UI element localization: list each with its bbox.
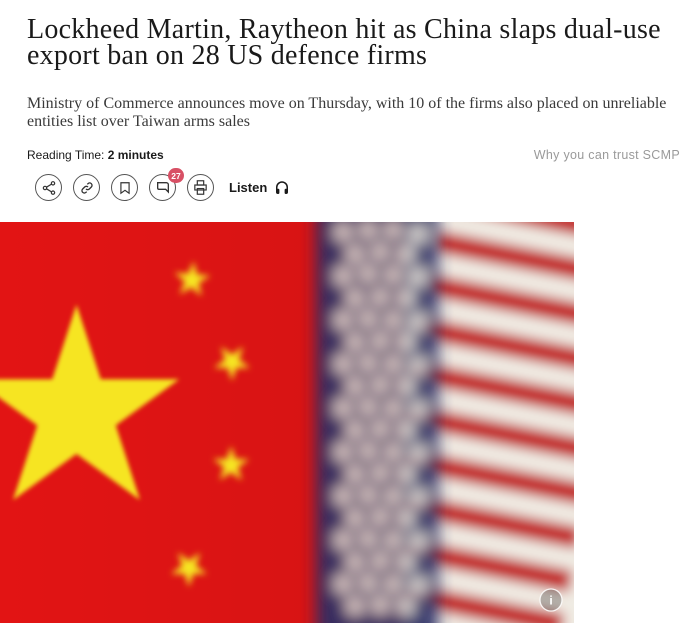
- svg-text:i: i: [549, 594, 552, 608]
